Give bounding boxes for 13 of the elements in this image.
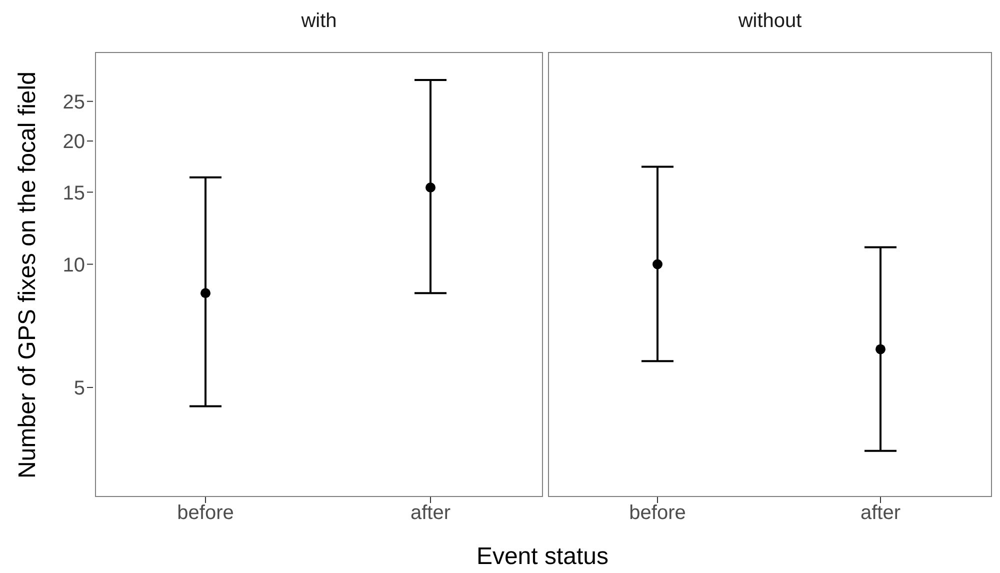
x-tick-label: before <box>629 502 686 524</box>
y-tick-label: 15 <box>62 182 85 204</box>
y-tick-label: 10 <box>62 254 85 276</box>
x-tick-label: after <box>860 502 901 524</box>
y-tick-label: 5 <box>74 378 85 400</box>
chart-title: with <box>300 10 338 33</box>
x-axis-title: Event status <box>475 543 610 571</box>
x-tick-label: before <box>177 502 234 524</box>
y-axis-title: Number of GPS fixes on the focal field <box>14 72 42 478</box>
chart-title: without <box>737 10 803 33</box>
x-tick-label: after <box>410 502 451 524</box>
y-tick-label: 20 <box>62 131 85 154</box>
y-tick-label: 25 <box>62 91 85 114</box>
